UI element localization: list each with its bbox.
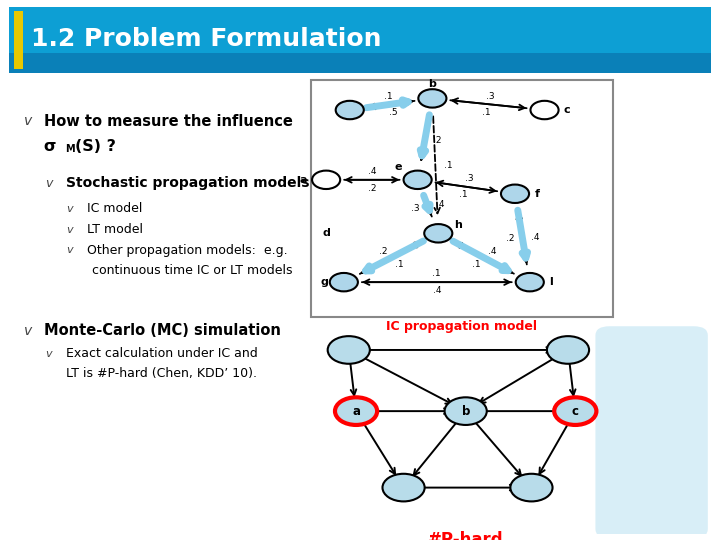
Text: .4: .4 — [368, 167, 376, 176]
Circle shape — [445, 397, 487, 425]
Text: .1: .1 — [472, 260, 480, 269]
Text: .3: .3 — [411, 204, 420, 213]
Text: .1: .1 — [482, 108, 491, 117]
Text: (S) ?: (S) ? — [75, 139, 116, 154]
Text: .3: .3 — [486, 91, 495, 100]
Circle shape — [328, 336, 370, 364]
Circle shape — [418, 89, 446, 107]
Text: .1: .1 — [384, 92, 392, 100]
Text: .1: .1 — [459, 191, 468, 199]
Text: .1: .1 — [444, 161, 452, 170]
Text: continuous time IC or LT models: continuous time IC or LT models — [91, 264, 292, 276]
Circle shape — [516, 273, 544, 292]
Text: h: h — [454, 220, 462, 230]
Text: a: a — [352, 404, 360, 417]
Text: #P-hard: #P-hard — [428, 531, 503, 540]
Text: v: v — [45, 177, 53, 190]
FancyBboxPatch shape — [595, 326, 708, 538]
Text: .4: .4 — [487, 247, 496, 256]
Circle shape — [424, 224, 452, 242]
Text: v: v — [66, 225, 73, 234]
Text: f: f — [535, 189, 540, 199]
Circle shape — [336, 101, 364, 119]
Text: M: M — [65, 144, 74, 154]
Text: Monte-Carlo (MC) simulation: Monte-Carlo (MC) simulation — [44, 323, 281, 339]
Text: Stochastic propagation models: Stochastic propagation models — [66, 177, 310, 191]
Text: .4: .4 — [531, 233, 539, 241]
Text: l: l — [549, 277, 553, 287]
Text: Other propagation models:  e.g.: Other propagation models: e.g. — [87, 244, 288, 256]
FancyBboxPatch shape — [311, 80, 613, 317]
Text: a: a — [300, 175, 307, 185]
Text: v: v — [24, 114, 32, 129]
Bar — [14, 11, 23, 69]
Text: d: d — [322, 228, 330, 238]
Text: .3: .3 — [464, 174, 473, 183]
Text: LT model: LT model — [87, 223, 143, 236]
FancyBboxPatch shape — [0, 6, 720, 74]
Text: v: v — [66, 204, 73, 214]
Text: .2: .2 — [368, 184, 376, 193]
Text: c: c — [564, 105, 570, 115]
Text: 1.2 Problem Formulation: 1.2 Problem Formulation — [31, 26, 382, 51]
Text: .2: .2 — [505, 234, 514, 244]
Text: v: v — [66, 245, 73, 255]
Text: σ: σ — [44, 139, 56, 154]
Text: .1: .1 — [395, 260, 403, 269]
Circle shape — [312, 171, 340, 189]
Circle shape — [531, 101, 559, 119]
Circle shape — [330, 273, 358, 292]
Circle shape — [501, 185, 529, 203]
Text: .2: .2 — [433, 136, 442, 145]
Text: e: e — [394, 162, 402, 172]
Text: .4: .4 — [436, 200, 444, 209]
Circle shape — [510, 474, 552, 502]
Circle shape — [554, 397, 596, 425]
Bar — [9, 53, 711, 73]
Text: IC model: IC model — [87, 202, 143, 215]
Text: .1: .1 — [433, 269, 441, 278]
Text: IC propagation model: IC propagation model — [387, 320, 537, 333]
Circle shape — [547, 336, 589, 364]
Text: .2: .2 — [379, 247, 387, 256]
Text: .5: .5 — [390, 108, 398, 117]
Text: How to measure the influence: How to measure the influence — [44, 114, 292, 129]
Text: b: b — [428, 79, 436, 89]
Text: LT is #P-hard (Chen, KDD’ 10).: LT is #P-hard (Chen, KDD’ 10). — [66, 367, 257, 380]
Text: c: c — [572, 404, 579, 417]
Text: v: v — [24, 324, 32, 338]
Text: g: g — [320, 277, 328, 287]
Text: b: b — [462, 404, 470, 417]
Circle shape — [382, 474, 425, 502]
Text: Exact calculation under IC and: Exact calculation under IC and — [66, 347, 258, 360]
Text: .4: .4 — [433, 286, 441, 295]
Text: v: v — [45, 349, 52, 359]
Circle shape — [404, 171, 432, 189]
Circle shape — [335, 397, 377, 425]
